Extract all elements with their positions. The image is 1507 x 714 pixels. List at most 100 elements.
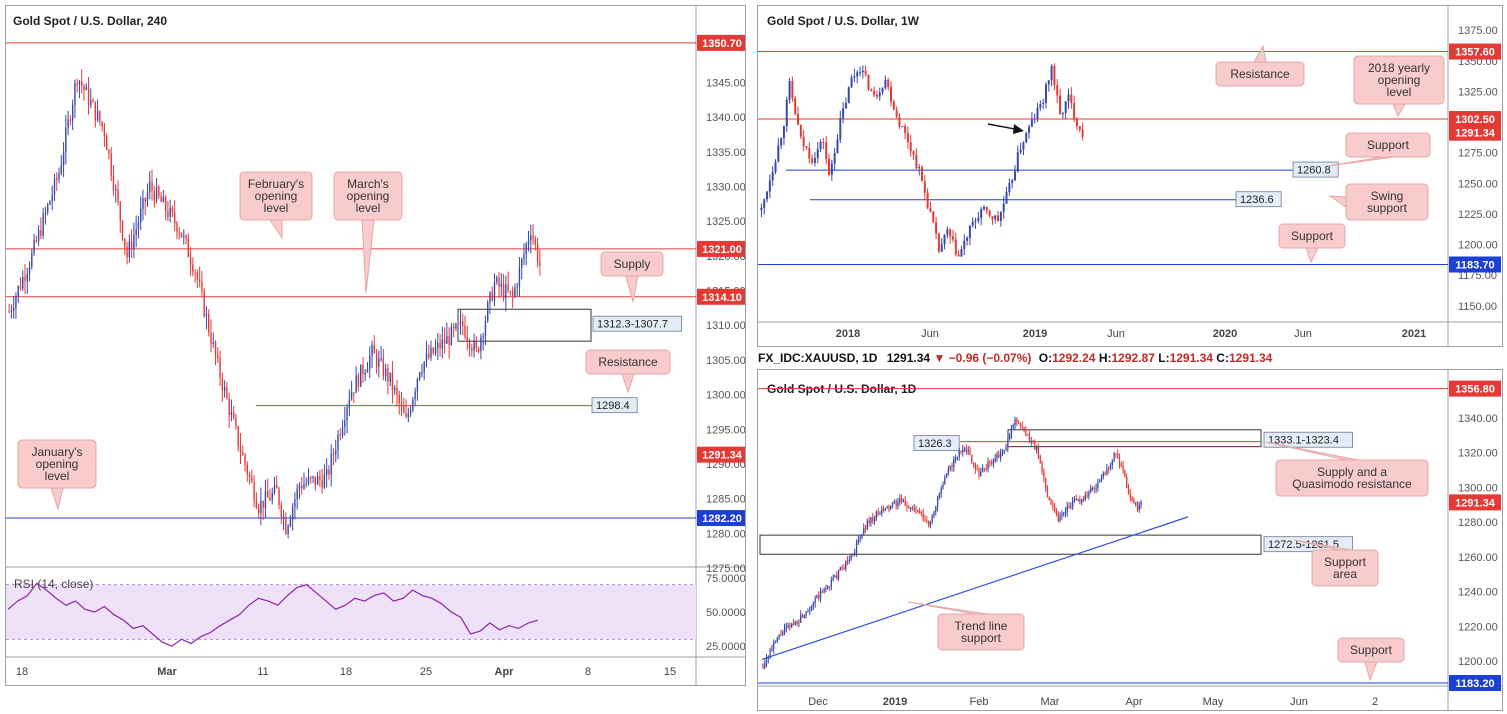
weekly-candle (982, 206, 985, 210)
swing-support-label-bg (1235, 191, 1282, 208)
support-zone (759, 534, 1262, 555)
daily-candle (861, 534, 863, 538)
trend-line (761, 516, 1189, 660)
daily-candle (863, 528, 865, 535)
weekly-candle (887, 79, 890, 87)
h4-candle (364, 372, 366, 375)
h4-candle (348, 399, 351, 408)
h4-candle (282, 517, 285, 519)
h4-candle (475, 340, 478, 349)
info-symbol: FX_IDC:XAUUSD (758, 351, 856, 365)
callout-2018-opening-box (1353, 55, 1445, 105)
daily-candle (1066, 506, 1068, 512)
daily-candle (1048, 497, 1050, 501)
daily-candle (1016, 419, 1018, 423)
info-change: −0.96 (−0.07%) (948, 351, 1032, 365)
daily-candle (852, 554, 854, 556)
callout-january-opening-text: January's (32, 445, 83, 459)
h4-candle (146, 192, 149, 202)
daily-candle (771, 648, 773, 651)
weekly-candle (799, 124, 802, 137)
x-tick-label: Apr (1125, 696, 1142, 708)
h4-candle (412, 399, 414, 411)
weekly-candle (1042, 102, 1045, 105)
panel-weekly: Gold Spot / U.S. Dollar, 1W 1375.00 1350.… (757, 5, 1503, 347)
h4-candle (378, 358, 380, 367)
weekly-candle (859, 72, 862, 74)
weekly-candle (977, 217, 980, 221)
weekly-candle (836, 139, 839, 154)
callout-resistance-text: Resistance (598, 355, 658, 369)
daily-candle (1007, 439, 1009, 448)
info-low-label: L: (1158, 351, 1170, 365)
h4-candle (477, 348, 480, 352)
weekly-candle (946, 229, 949, 235)
x-tick-label: Mar (157, 666, 177, 678)
daily-candle (1124, 470, 1126, 478)
daily-candle (953, 458, 955, 468)
h4-candle (205, 314, 208, 317)
weekly-candle (833, 153, 836, 164)
y-tick-label: 1295.00 (706, 424, 746, 436)
h4-candle (273, 485, 276, 493)
h4-candle (85, 86, 87, 90)
daily-candle (1073, 498, 1076, 501)
weekly-chart[interactable]: 1375.001350.001325.001300.001275.001250.… (758, 6, 1503, 347)
h4-candle (255, 500, 258, 508)
h4-candle (137, 222, 140, 229)
h4-candle (183, 235, 185, 238)
daily-candle (807, 611, 809, 613)
h4-candle (443, 339, 446, 344)
weekly-candle (1044, 84, 1047, 103)
weekly-candle (892, 101, 895, 110)
daily-candle (850, 554, 852, 560)
daily-candle (992, 460, 995, 464)
weekly-candle (777, 145, 780, 162)
weekly-candle (918, 167, 921, 169)
daily-candle (1082, 499, 1085, 501)
h4-candle (362, 364, 364, 375)
daily-candle (1113, 453, 1115, 461)
weekly-candle (768, 180, 771, 192)
callout-march-opening-text: March's (347, 177, 389, 191)
h4-candle (271, 492, 273, 501)
h4-candle (46, 204, 49, 213)
h4-candle (496, 277, 498, 283)
h4-candle (298, 485, 301, 489)
resistance-label: 1298.4 (596, 400, 630, 412)
symbol-info-line: FX_IDC:XAUUSD, 1D 1291.34 ▼ −0.96 (−0.07… (758, 351, 1273, 365)
weekly-candle (935, 222, 938, 234)
h4-candle (405, 412, 407, 418)
daily-chart[interactable]: 1340.00 1320.00 1300.00 1280.00 1260.00 1240.… (758, 370, 1503, 711)
h4-candle (194, 272, 196, 274)
daily-candle (908, 506, 910, 509)
h4-candle (33, 240, 35, 253)
support-label: 1260.8 (1297, 165, 1331, 177)
daily-candle (969, 450, 971, 455)
weekly-candle (861, 70, 864, 73)
daily-candle (1014, 419, 1016, 426)
daily-candle (917, 509, 919, 512)
daily-candle (791, 623, 793, 628)
h4-candle (40, 230, 42, 236)
weekly-candle (844, 102, 847, 109)
weekly-candle (1016, 152, 1019, 172)
h4-chart[interactable]: 1345.001340.001335.001330.001325.001320.… (6, 6, 746, 686)
h4-candle (369, 355, 371, 369)
daily-candle (1012, 425, 1014, 428)
h4-candle (341, 427, 344, 436)
level-tag: 1350.70 (702, 38, 742, 50)
h4-candle (180, 232, 183, 238)
h4-candle (167, 210, 169, 217)
weekly-candle (830, 163, 833, 175)
h4-candle (371, 344, 373, 356)
daily-candle (877, 512, 879, 514)
h4-candle (19, 286, 22, 289)
x-tick-label: 2020 (1213, 328, 1237, 340)
daily-candle (882, 508, 885, 511)
h4-candle (37, 230, 40, 242)
callout-march-opening-pointer (361, 219, 375, 294)
callout-resistance-pointer (621, 373, 635, 394)
h4-candle (452, 326, 455, 329)
supply-zone-label: 1333.1-1323.4 (1268, 435, 1339, 447)
